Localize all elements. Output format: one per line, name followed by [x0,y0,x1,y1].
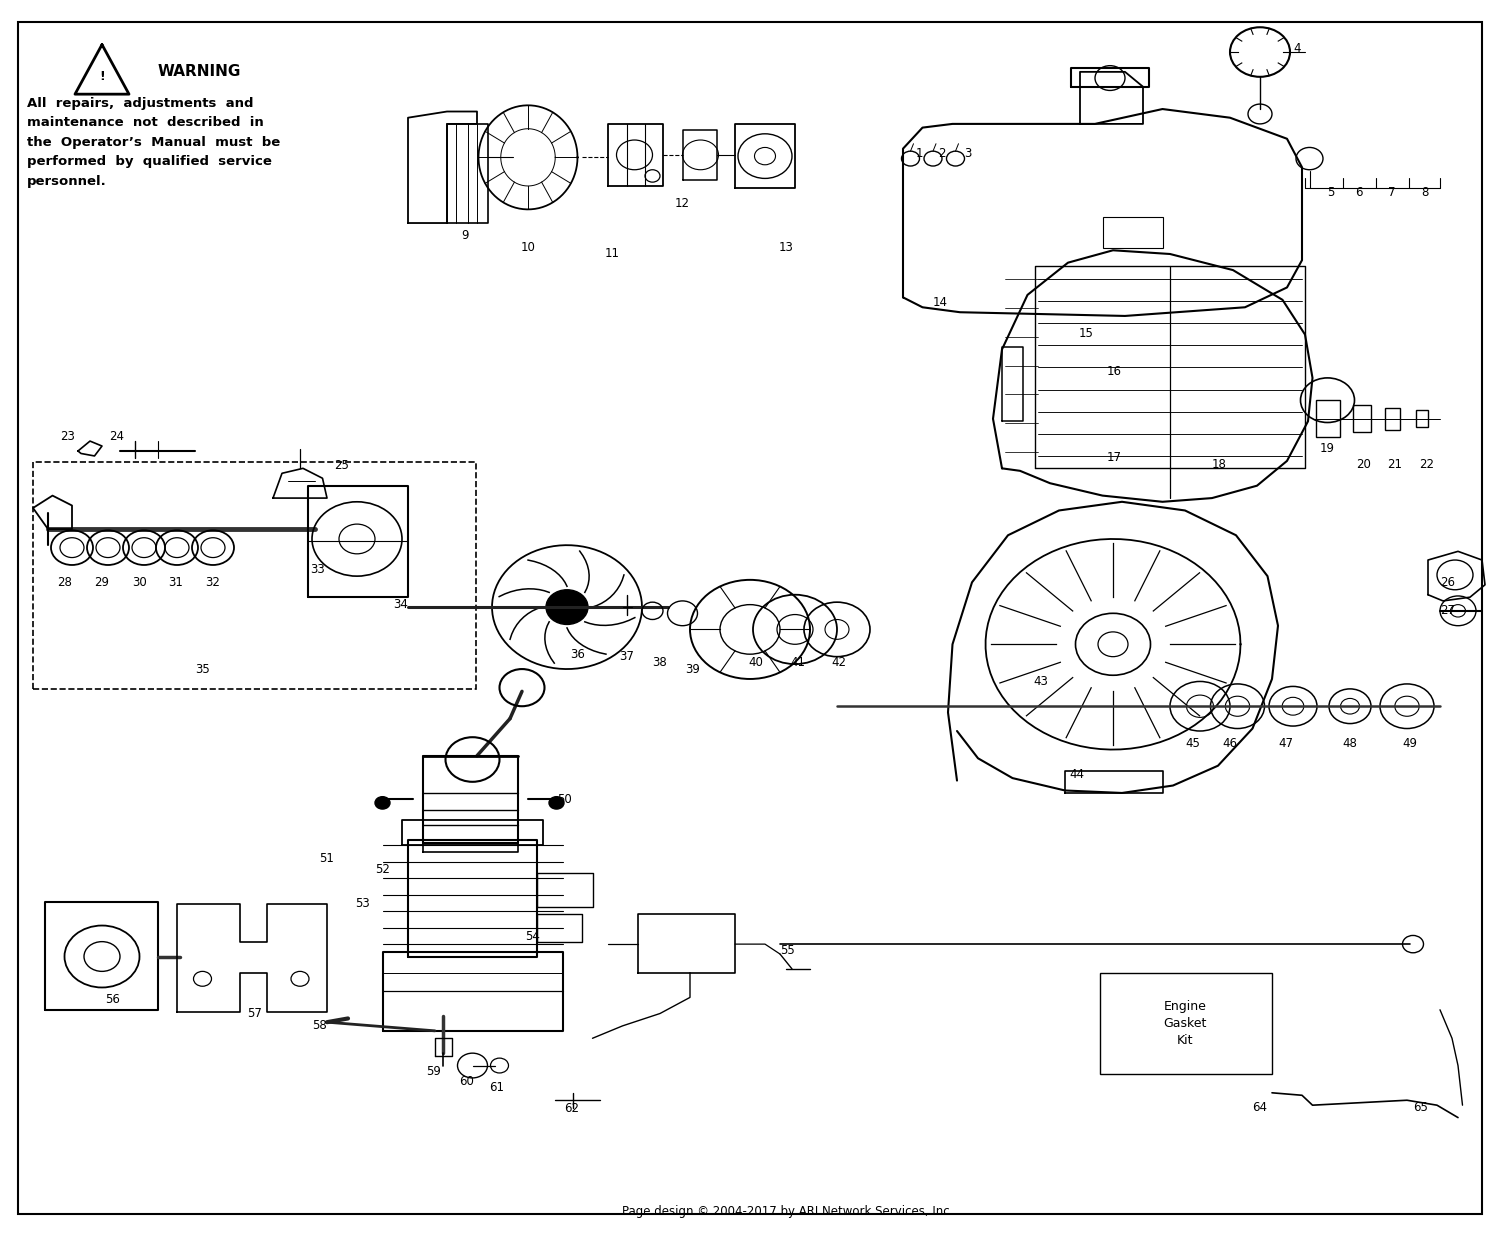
Text: Page design © 2004-2017 by ARI Network Services, Inc.: Page design © 2004-2017 by ARI Network S… [622,1206,954,1218]
Text: 58: 58 [312,1020,327,1032]
Text: 14: 14 [933,296,948,309]
Text: 37: 37 [620,650,634,663]
Text: 24: 24 [110,430,125,442]
Text: 23: 23 [60,430,75,442]
Text: 32: 32 [206,576,220,589]
Text: 61: 61 [489,1082,504,1094]
Text: 50: 50 [556,793,572,805]
Text: 7: 7 [1389,186,1395,198]
Text: 60: 60 [459,1075,474,1088]
Text: 47: 47 [1278,737,1293,750]
Bar [1384,408,1400,430]
Bar [1416,410,1428,427]
Text: 16: 16 [1107,366,1122,378]
Text: 41: 41 [790,657,806,669]
Bar [1316,400,1340,437]
Text: 22: 22 [1419,458,1434,471]
Text: 12: 12 [675,197,690,209]
Text: 52: 52 [375,864,390,876]
Text: 43: 43 [1034,675,1048,688]
Text: 48: 48 [1342,737,1358,750]
Text: 3: 3 [964,147,970,160]
Text: 64: 64 [1252,1101,1268,1114]
Text: !: ! [99,71,105,83]
Text: 59: 59 [426,1066,441,1078]
Text: 4: 4 [1293,42,1300,55]
Text: 17: 17 [1107,451,1122,463]
Text: 51: 51 [320,852,334,865]
Text: 65: 65 [1413,1101,1428,1114]
Bar [33,462,476,689]
Bar [1100,973,1272,1074]
Text: 13: 13 [778,242,794,254]
Text: 62: 62 [564,1103,579,1115]
Text: 19: 19 [1320,442,1335,455]
Bar [1102,217,1162,248]
Text: 29: 29 [94,576,110,589]
Circle shape [549,797,564,809]
Text: 54: 54 [525,930,540,943]
Text: 11: 11 [604,248,619,260]
Text: 27: 27 [1440,605,1455,617]
Text: 10: 10 [520,242,536,254]
Text: 53: 53 [356,897,370,909]
Text: 28: 28 [57,576,72,589]
Text: 5: 5 [1328,186,1334,198]
Text: 18: 18 [1212,458,1227,471]
Text: 39: 39 [686,663,700,675]
Text: 31: 31 [168,576,183,589]
Text: 35: 35 [195,663,210,675]
Text: 33: 33 [310,564,326,576]
Text: 30: 30 [132,576,147,589]
Text: 2: 2 [939,147,945,160]
Text: 46: 46 [1222,737,1238,750]
Text: 45: 45 [1185,737,1200,750]
Text: 9: 9 [462,229,468,242]
Text: 44: 44 [1070,768,1084,781]
Bar [1353,405,1371,432]
Text: 8: 8 [1422,186,1428,198]
Text: 34: 34 [393,598,408,611]
Text: 57: 57 [248,1007,262,1020]
Text: 26: 26 [1440,576,1455,589]
Text: 25: 25 [334,460,350,472]
Circle shape [375,797,390,809]
Text: Engine
Gasket
Kit: Engine Gasket Kit [1164,1000,1206,1047]
Text: 20: 20 [1356,458,1371,471]
Text: 38: 38 [652,657,668,669]
Text: 1: 1 [915,147,922,160]
Text: 49: 49 [1402,737,1417,750]
Text: 56: 56 [105,994,120,1006]
Text: WARNING: WARNING [158,64,242,79]
Text: 36: 36 [570,648,585,660]
Text: 42: 42 [831,657,846,669]
Text: All  repairs,  adjustments  and
maintenance  not  described  in
the  Operator’s : All repairs, adjustments and maintenance… [27,97,280,187]
Text: 55: 55 [780,944,795,957]
Text: 6: 6 [1356,186,1362,198]
Text: 40: 40 [748,657,764,669]
Circle shape [546,590,588,624]
Text: 21: 21 [1388,458,1402,471]
Text: 15: 15 [1078,327,1094,339]
Text: ARI: ARI [622,538,968,714]
